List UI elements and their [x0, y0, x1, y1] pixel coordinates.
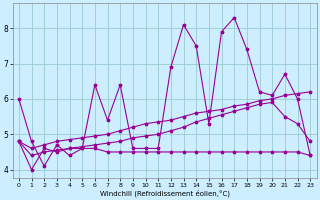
X-axis label: Windchill (Refroidissement éolien,°C): Windchill (Refroidissement éolien,°C) [100, 189, 229, 197]
